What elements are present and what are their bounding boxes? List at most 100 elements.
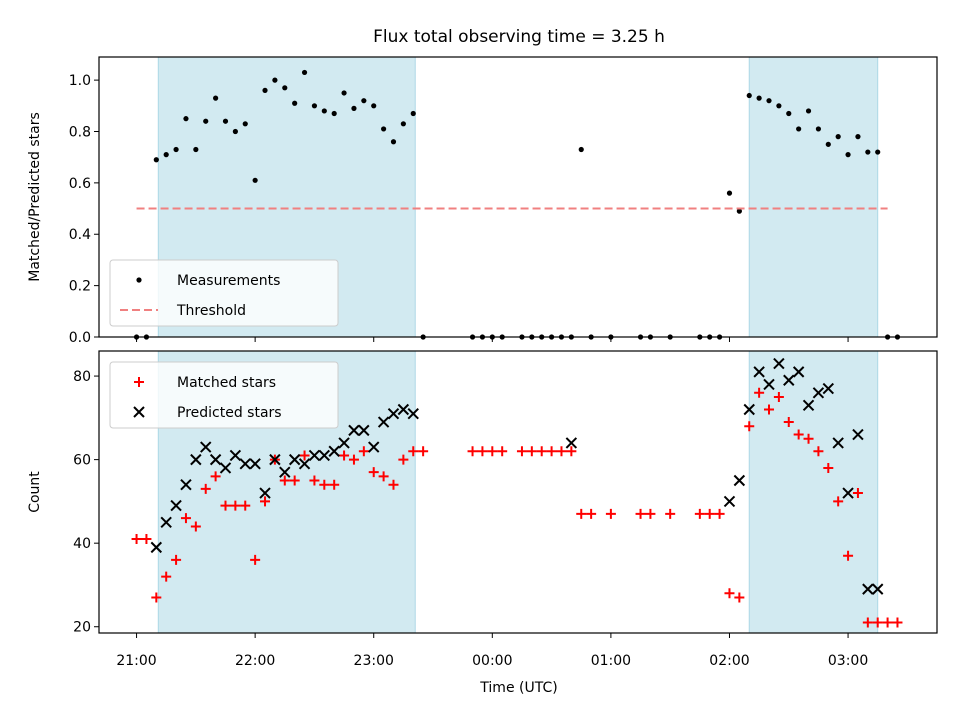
- matched-star-point: [586, 508, 597, 519]
- measurement-point: [242, 121, 248, 127]
- predicted-star-point: [229, 449, 242, 462]
- observing-period-band: [749, 57, 878, 337]
- legend-marker: [133, 406, 145, 418]
- measurement-point: [381, 126, 387, 132]
- predicted-star-point: [397, 403, 410, 416]
- predicted-star-point: [723, 495, 736, 508]
- matched-star-point: [773, 391, 784, 402]
- x-tick-label: 00:00: [472, 653, 512, 669]
- matched-star-point: [872, 617, 883, 628]
- measurement-point: [351, 105, 357, 111]
- matched-star-point: [408, 446, 419, 457]
- measurement-point: [321, 108, 327, 114]
- matched-star-point: [793, 429, 804, 440]
- predicted-star-point: [180, 478, 192, 491]
- matched-star-point: [398, 454, 409, 465]
- matched-star-point: [754, 387, 765, 398]
- legend-label: Threshold: [176, 303, 246, 319]
- matched-star-point: [536, 446, 547, 457]
- top-y-axis-label: Matched/Predicted stars: [27, 112, 43, 282]
- y-tick-label: 0.8: [69, 124, 91, 140]
- matched-star-point: [467, 446, 478, 457]
- x-tick-label: 21:00: [116, 653, 156, 669]
- y-tick-label: 1.0: [69, 73, 91, 89]
- matched-star-point: [131, 534, 142, 544]
- predicted-star-point: [288, 453, 301, 466]
- x-tick-label: 03:00: [828, 653, 868, 669]
- matched-star-point: [862, 617, 873, 628]
- legend-marker: [134, 377, 144, 387]
- measurement-point: [193, 146, 199, 153]
- matched-star-point: [200, 483, 211, 494]
- predicted-star-point: [565, 437, 578, 449]
- measurement-point: [756, 95, 762, 101]
- measurement-point: [331, 110, 337, 117]
- predicted-star-point: [862, 583, 874, 595]
- y-tick-label: 60: [73, 453, 91, 469]
- predicted-star-point: [249, 458, 261, 470]
- y-tick-label: 0.2: [69, 279, 91, 295]
- legend-box: [109, 259, 339, 327]
- measurement-point: [292, 100, 298, 106]
- predicted-star-point: [812, 387, 825, 399]
- measurement-point: [311, 103, 318, 109]
- measurement-point: [272, 77, 278, 83]
- measurement-point: [203, 118, 209, 124]
- matched-star-point: [190, 521, 201, 532]
- measurement-point: [173, 146, 179, 153]
- matched-star-point: [526, 446, 537, 457]
- matched-star-point: [892, 617, 903, 628]
- bottom-y-axis-label: Count: [27, 471, 43, 513]
- y-tick-label: 0.6: [69, 176, 91, 192]
- measurement-point: [301, 69, 308, 76]
- legend-box: [109, 361, 339, 429]
- matched-star-point: [803, 433, 814, 444]
- matched-star-point: [744, 421, 755, 432]
- matched-star-point: [497, 446, 508, 457]
- predicted-star-point: [259, 487, 271, 499]
- predicted-star-point: [387, 407, 400, 420]
- matched-star-point: [230, 500, 241, 511]
- predicted-star-point: [239, 458, 251, 470]
- matched-star-point: [724, 588, 735, 599]
- matched-star-point: [220, 500, 231, 511]
- predicted-star-point: [368, 441, 380, 453]
- predicted-star-point: [318, 449, 331, 462]
- x-tick-label: 22:00: [235, 653, 275, 669]
- measurement-point: [746, 92, 752, 99]
- matched-star-point: [329, 479, 340, 490]
- matched-star-point: [279, 475, 290, 486]
- chart-title: Flux total observing time = 3.25 h: [373, 27, 665, 47]
- matched-star-point: [635, 508, 646, 519]
- predicted-star-point: [733, 474, 746, 487]
- predicted-star-point: [150, 541, 163, 554]
- measurement-point: [153, 157, 159, 163]
- measurement-point: [361, 98, 367, 104]
- predicted-star-point: [209, 453, 222, 466]
- matched-star-point: [714, 508, 725, 519]
- predicted-star-point: [407, 407, 419, 420]
- legend: Measurements Threshold: [109, 259, 339, 327]
- measurement-point: [183, 116, 189, 122]
- matched-star-point: [764, 404, 775, 415]
- legend-marker: [136, 277, 142, 283]
- predicted-star-point: [783, 374, 795, 386]
- predicted-star-point: [190, 453, 202, 466]
- predicted-star-point: [328, 445, 340, 457]
- matched-star-point: [299, 450, 310, 461]
- matched-star-point: [516, 446, 527, 457]
- matched-star-point: [210, 471, 221, 482]
- measurement-point: [865, 149, 871, 155]
- predicted-star-point: [773, 357, 785, 370]
- measurement-point: [726, 190, 733, 196]
- predicted-star-point: [792, 366, 805, 378]
- matched-star-point: [546, 446, 557, 457]
- axes-frame: [98, 350, 938, 634]
- measurement-point: [786, 110, 792, 117]
- predicted-star-point: [842, 487, 854, 499]
- measurement-point: [410, 110, 416, 117]
- measurement-point: [805, 108, 812, 114]
- measurement-point: [371, 103, 377, 109]
- matched-star-point: [250, 554, 261, 565]
